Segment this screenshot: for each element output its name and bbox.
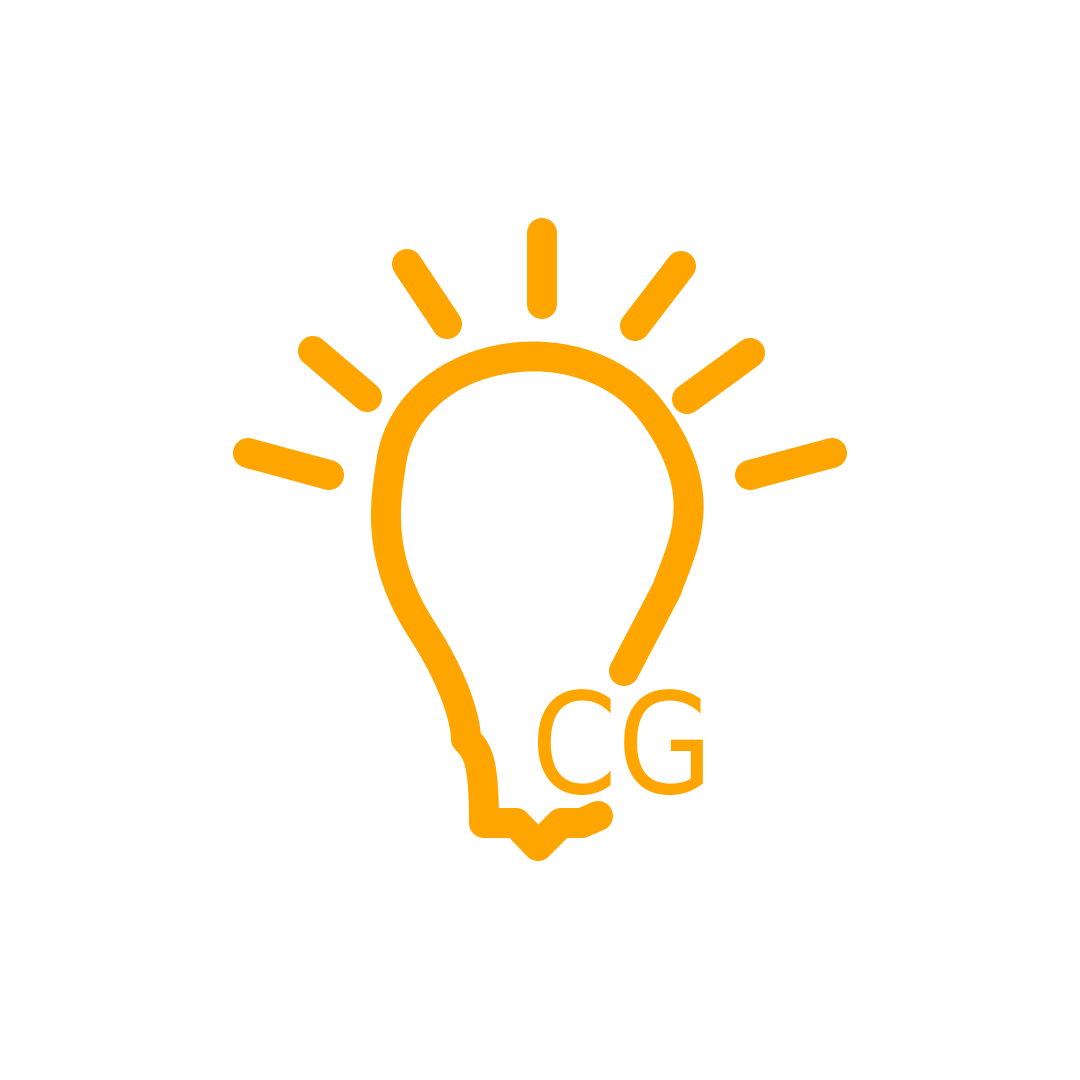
ray-right-high bbox=[620, 251, 696, 341]
ray-left-mid bbox=[298, 336, 382, 412]
bulb-outline bbox=[370, 341, 704, 861]
logo-initials: CG bbox=[531, 664, 713, 827]
ray-right-mid bbox=[672, 338, 765, 414]
bulb-rays bbox=[233, 218, 847, 490]
ray-left-low bbox=[233, 438, 344, 490]
ray-left-high bbox=[392, 249, 462, 339]
ray-right-low bbox=[735, 438, 847, 490]
